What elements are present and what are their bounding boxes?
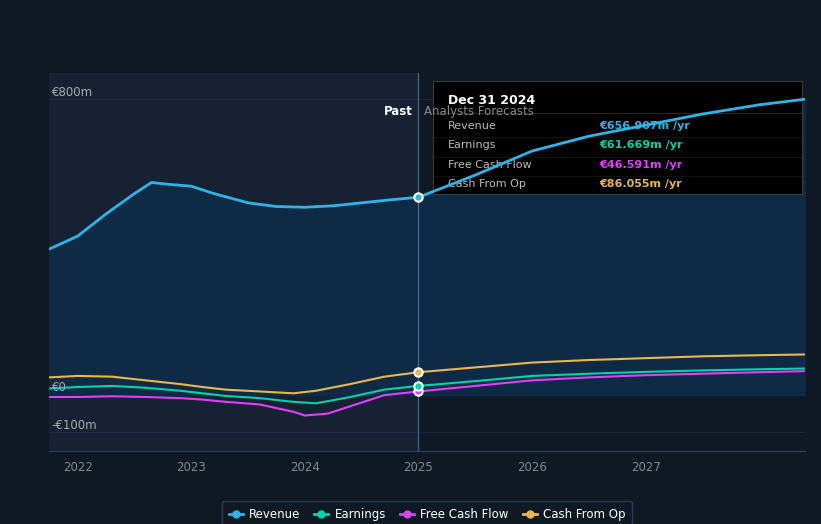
Bar <box>419 73 805 451</box>
Text: €800m: €800m <box>52 86 93 99</box>
Text: Past: Past <box>384 105 413 118</box>
Bar <box>49 73 419 451</box>
Text: -€100m: -€100m <box>52 419 97 432</box>
Legend: Revenue, Earnings, Free Cash Flow, Cash From Op: Revenue, Earnings, Free Cash Flow, Cash … <box>222 500 632 524</box>
Text: Analysts Forecasts: Analysts Forecasts <box>424 105 534 118</box>
Text: €0: €0 <box>52 381 67 394</box>
